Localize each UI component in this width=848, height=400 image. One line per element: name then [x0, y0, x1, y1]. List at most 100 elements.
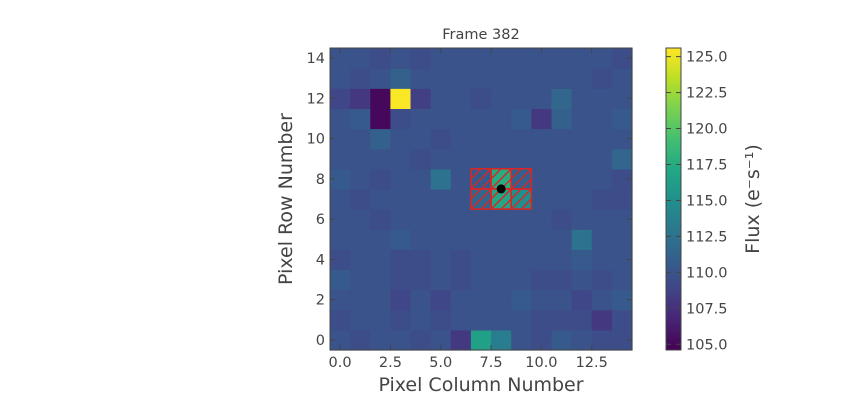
heatmap-cell	[450, 88, 472, 109]
heatmap-cell	[591, 289, 613, 311]
target-star-marker	[496, 184, 506, 194]
heatmap-cell	[591, 88, 613, 109]
heatmap-cell	[390, 148, 412, 170]
heatmap-cell	[571, 148, 593, 170]
heatmap-cell	[410, 249, 432, 271]
heatmap-cell	[511, 128, 532, 150]
heatmap-cell	[470, 249, 492, 271]
heatmap-cell	[370, 168, 391, 190]
heatmap-cell	[410, 48, 432, 69]
colorbar-tick-label: 125.0	[686, 50, 728, 66]
heatmap-cell	[551, 229, 573, 250]
heatmap-cell	[571, 88, 593, 109]
heatmap-cell	[591, 108, 613, 130]
heatmap-cell	[430, 68, 452, 89]
heatmap-cell	[511, 209, 532, 230]
heatmap-cell	[591, 68, 613, 89]
heatmap-cell	[491, 209, 512, 230]
heatmap-cell	[470, 269, 492, 291]
heatmap-cell	[390, 309, 412, 331]
heatmap-cell	[430, 329, 452, 351]
heatmap-cell	[330, 209, 351, 230]
heatmap-cell	[450, 329, 472, 351]
heatmap-cell	[410, 209, 432, 230]
heatmap-cell	[390, 108, 412, 130]
heatmap-cell	[410, 88, 432, 109]
heatmap-cell	[531, 289, 553, 311]
aperture-hatch-line	[510, 168, 532, 190]
heatmap-cell	[551, 209, 573, 230]
heatmap-cell	[430, 108, 452, 130]
heatmap-cell	[491, 229, 512, 250]
heatmap-cell	[450, 309, 472, 331]
heatmap-cell	[430, 88, 452, 109]
heatmap-cell	[571, 329, 593, 351]
heatmap-cell	[571, 168, 593, 190]
x-tick-label: 0.0	[329, 355, 352, 371]
colorbar-ticks: 105.0 107.5 110.0 112.5 115.0 117.5 120.0 122.5…	[666, 50, 728, 353]
heatmap-cell	[531, 229, 553, 250]
x-axis-ticks: 0.0 2.5 5.0 7.5 10.0 12.5	[329, 48, 608, 371]
heatmap-cell	[511, 329, 532, 351]
heatmap-cell	[450, 148, 472, 170]
y-tick-label: 12	[307, 91, 325, 107]
heatmap-cell	[531, 48, 553, 69]
heatmap-cell	[531, 168, 553, 190]
heatmap-cell	[571, 309, 593, 331]
heatmap-cell	[410, 229, 432, 250]
colorbar-label: Flux (e⁻s⁻¹)	[742, 144, 764, 254]
y-tick-label: 8	[316, 172, 325, 188]
heatmap-cell	[410, 188, 432, 210]
aperture-hatch-line	[480, 178, 492, 190]
heatmap-cell	[470, 68, 492, 89]
heatmap-cell	[330, 329, 351, 351]
heatmap-cell	[350, 148, 371, 170]
heatmap-cell	[330, 108, 351, 130]
heatmap-cell	[531, 249, 553, 271]
heatmap-cell	[350, 229, 371, 250]
heatmap-cell	[470, 48, 492, 69]
heatmap-cell	[370, 289, 391, 311]
heatmap-cell	[511, 68, 532, 89]
heatmap-cell	[551, 128, 573, 150]
heatmap-cell	[511, 269, 532, 291]
heatmap-cell	[410, 329, 432, 351]
heatmap-cell	[350, 128, 371, 150]
heatmap-cell	[370, 128, 391, 150]
aperture-hatch-line	[510, 188, 522, 200]
y-tick-label: 14	[307, 51, 325, 67]
heatmap-cell	[370, 148, 391, 170]
heatmap-cell	[611, 168, 633, 190]
heatmap-cell	[450, 289, 472, 311]
heatmap-cell	[511, 108, 532, 130]
heatmap-cell	[370, 309, 391, 331]
colorbar-tick-label: 117.5	[686, 157, 728, 173]
x-tick-label: 2.5	[379, 355, 402, 371]
aperture-hatch-line	[490, 168, 502, 180]
chart-title: Frame 382	[442, 27, 519, 43]
heatmap-cell	[491, 249, 512, 271]
heatmap-cell	[491, 148, 512, 170]
heatmap-cell	[330, 88, 351, 109]
heatmap-cell	[551, 68, 573, 89]
heatmap-cell	[511, 88, 532, 109]
heatmap-cell	[390, 329, 412, 351]
colorbar-tick-label: 112.5	[686, 229, 728, 245]
heatmap-cell	[531, 188, 553, 210]
heatmap-cell	[430, 249, 452, 271]
heatmap-cell	[611, 148, 633, 170]
heatmap-cell	[390, 168, 412, 190]
heatmap-cell	[330, 48, 351, 69]
heatmap-cell	[571, 48, 593, 69]
aperture-hatch-line	[490, 188, 512, 210]
heatmap-cell	[410, 289, 432, 311]
heatmap-cell	[531, 148, 553, 170]
heatmap-cell	[430, 289, 452, 311]
heatmap-cell	[450, 68, 472, 89]
heatmap-cell	[611, 229, 633, 250]
heatmap-cell	[611, 48, 633, 69]
heatmap-cell	[531, 309, 553, 331]
heatmap-cell	[531, 329, 553, 351]
heatmap-cell	[350, 168, 371, 190]
heatmap-cell	[350, 289, 371, 311]
